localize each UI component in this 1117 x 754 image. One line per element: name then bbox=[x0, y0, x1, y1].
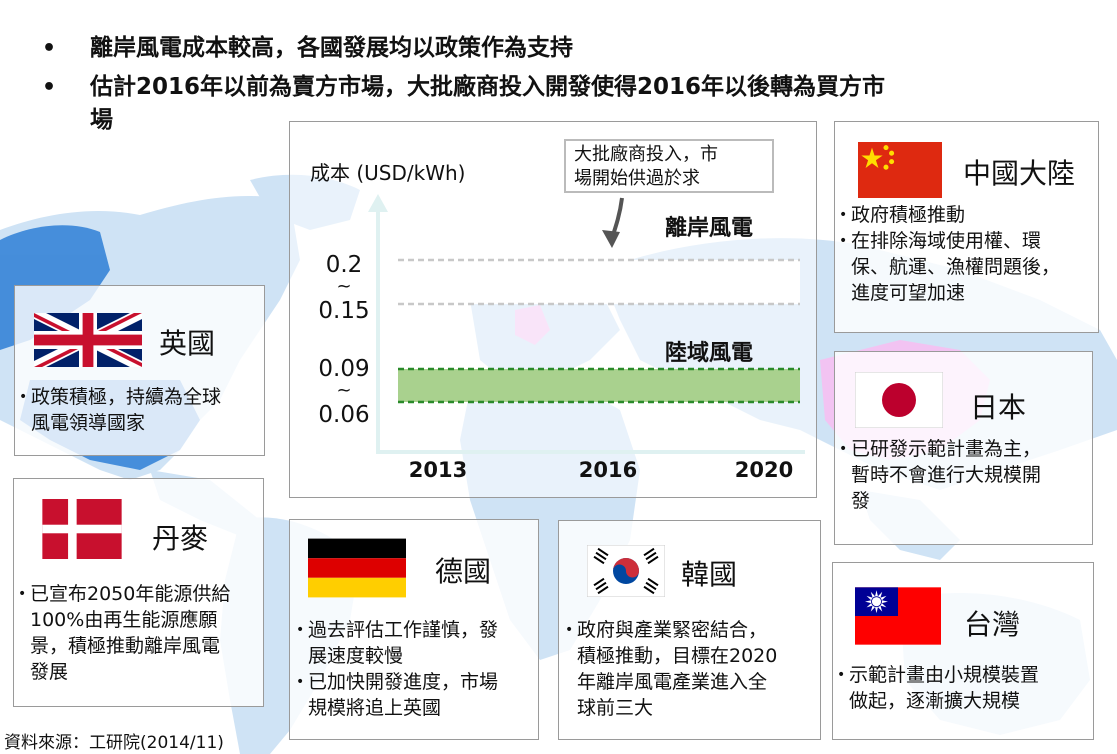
note-line: 發展 bbox=[30, 661, 69, 683]
annotation-arrow-head-icon bbox=[602, 230, 620, 248]
y-tick-tilde: ~ bbox=[336, 380, 351, 401]
x-tick-label: 2016 bbox=[579, 458, 637, 482]
annotation-line: 場開始供過於求 bbox=[574, 168, 700, 189]
country-notes: 示範計畫由小規模裝置 做起，逐漸擴大規模 bbox=[837, 662, 1039, 714]
country-name: 英國 bbox=[159, 327, 216, 360]
cost-chart: 成本 (USD/kWh)離岸風電陸域風電0.2~0.150.09~0.06201… bbox=[310, 161, 805, 482]
source-note: 資料來源：工研院(2014/11) bbox=[4, 733, 224, 753]
japan-flag-icon bbox=[855, 372, 943, 428]
note-item: 在排除海域使用權、環 保、航運、漁權問題後， 進度可望加速 bbox=[839, 228, 1060, 306]
summary-bullets: • 離岸風電成本較高，各國發展均以政策作為支持 • 估計2016年以前為賣方市場… bbox=[40, 32, 1080, 143]
country-notes: 政策積極，持續為全球 風電領導國家 bbox=[19, 384, 221, 436]
uk-flag-icon bbox=[34, 313, 142, 367]
country-card-japan: 日本 已研發示範計畫為主， 暫時不會進行大規模開 發 bbox=[834, 351, 1093, 545]
note-item: 政府積極推動 bbox=[839, 202, 1060, 228]
note-line: 進度可望加速 bbox=[851, 282, 966, 304]
note-line: 做起，逐漸擴大規模 bbox=[849, 690, 1021, 712]
note-line: 100%由再生能源應願 bbox=[30, 609, 218, 631]
bullet-item: • 估計2016年以前為賣方市場，大批廠商投入開發使得2016年以後轉為買方市 … bbox=[40, 71, 1080, 137]
note-line: 年離岸風電產業進入全 bbox=[577, 671, 768, 693]
y-axis-arrow-icon bbox=[368, 194, 388, 212]
note-line: 展速度較慢 bbox=[308, 645, 404, 667]
note-item: 已研發示範計畫為主， 暫時不會進行大規模開 發 bbox=[839, 436, 1041, 514]
x-tick-label: 2013 bbox=[409, 458, 467, 482]
china-flag-icon bbox=[858, 142, 942, 198]
y-tick-label: 0.2 bbox=[326, 252, 363, 278]
taiwan-flag-icon bbox=[855, 587, 941, 645]
series-label-offshore: 離岸風電 bbox=[665, 215, 753, 241]
country-notes: 政府與產業緊密結合， 積極推動，目標在2020 年離岸風電產業進入全 球前三大 bbox=[565, 617, 777, 721]
note-item: 已加快開發進度，市場 規模將追上英國 bbox=[296, 669, 498, 721]
y-tick-tilde: ~ bbox=[336, 276, 351, 297]
cost-chart-panel: 成本 (USD/kWh) 離岸風電 陸域風電 0.2 ~0.15 0.09 ~0.06 201… bbox=[289, 121, 817, 498]
note-item: 已宣布2050年能源供給 100%由再生能源應願 景，積極推動離岸風電 發展 bbox=[18, 581, 230, 685]
country-name: 丹麥 bbox=[152, 522, 209, 555]
y-tick-label: 0.09 bbox=[318, 356, 369, 382]
note-line: 過去評估工作謹慎，發 bbox=[308, 619, 499, 641]
note-item: 示範計畫由小規模裝置 做起，逐漸擴大規模 bbox=[837, 662, 1039, 714]
bullet-text: 離岸風電成本較高，各國發展均以政策作為支持 bbox=[90, 35, 573, 61]
note-line: 示範計畫由小規模裝置 bbox=[849, 664, 1040, 686]
note-line: 景，積極推動離岸風電 bbox=[30, 635, 221, 657]
bullet-dot-icon: • bbox=[42, 36, 57, 61]
country-card-uk: 英國 政策積極，持續為全球 風電領導國家 bbox=[14, 285, 265, 456]
note-line: 保、航運、漁權問題後， bbox=[851, 256, 1061, 278]
country-notes: 已宣布2050年能源供給 100%由再生能源應願 景，積極推動離岸風電 發展 bbox=[18, 581, 230, 685]
note-line: 政策積極，持續為全球 bbox=[31, 386, 222, 408]
denmark-flag-icon bbox=[42, 499, 122, 559]
series-band-onshore bbox=[398, 369, 800, 402]
note-line: 風電領導國家 bbox=[31, 412, 146, 434]
note-line: 發 bbox=[851, 490, 871, 512]
note-line: 已宣布2050年能源供給 bbox=[30, 583, 231, 605]
bullet-dot-icon: • bbox=[42, 75, 57, 100]
country-card-denmark: 丹麥 已宣布2050年能源供給 100%由再生能源應願 景，積極推動離岸風電 發… bbox=[13, 478, 264, 707]
note-line: 已加快開發進度，市場 bbox=[308, 671, 499, 693]
country-notes: 過去評估工作謹慎，發 展速度較慢 已加快開發進度，市場 規模將追上英國 bbox=[296, 617, 498, 721]
country-name: 韓國 bbox=[681, 558, 738, 591]
note-line: 政府積極推動 bbox=[851, 204, 966, 226]
country-notes: 政府積極推動 在排除海域使用權、環 保、航運、漁權問題後， 進度可望加速 bbox=[839, 202, 1060, 306]
y-axis-label: 成本 (USD/kWh) bbox=[310, 161, 465, 185]
germany-flag-icon bbox=[308, 538, 406, 598]
note-item: 政策積極，持續為全球 風電領導國家 bbox=[19, 384, 221, 436]
country-card-germany: 德國 過去評估工作謹慎，發 展速度較慢 已加快開發進度，市場 規模將追上英國 bbox=[289, 519, 539, 740]
series-band-offshore bbox=[398, 260, 800, 304]
bullet-text-line: 場 bbox=[90, 107, 113, 133]
annotation-line: 大批廠商投入，市 bbox=[574, 144, 718, 165]
bullet-text-line: 估計2016年以前為賣方市場，大批廠商投入開發使得2016年以後轉為買方市 bbox=[90, 74, 886, 100]
note-line: 政府與產業緊密結合， bbox=[577, 619, 768, 641]
country-name: 日本 bbox=[970, 391, 1027, 424]
y-tick-label: 0.06 bbox=[318, 402, 369, 428]
note-line: 球前三大 bbox=[577, 697, 654, 719]
korea-flag-icon bbox=[587, 545, 665, 597]
country-name: 德國 bbox=[435, 555, 492, 588]
note-line: 在排除海域使用權、環 bbox=[851, 230, 1042, 252]
note-line: 規模將追上英國 bbox=[308, 697, 442, 719]
note-item: 政府與產業緊密結合， 積極推動，目標在2020 年離岸風電產業進入全 球前三大 bbox=[565, 617, 777, 721]
country-card-korea: 韓國 政府與產業緊密結合， 積極推動，目標在2020 年離岸風電產業進入全 球前… bbox=[558, 520, 821, 740]
bullet-item: • 離岸風電成本較高，各國發展均以政策作為支持 bbox=[40, 32, 1080, 65]
country-name: 中國大陸 bbox=[963, 157, 1076, 190]
note-line: 暫時不會進行大規模開 bbox=[851, 464, 1042, 486]
note-line: 積極推動，目標在2020 bbox=[577, 645, 778, 667]
country-notes: 已研發示範計畫為主， 暫時不會進行大規模開 發 bbox=[839, 436, 1041, 514]
country-card-china: 中國大陸 政府積極推動 在排除海域使用權、環 保、航運、漁權問題後， 進度可望加… bbox=[834, 121, 1099, 333]
country-name: 台灣 bbox=[964, 608, 1021, 641]
series-label-onshore: 陸域風電 bbox=[665, 340, 753, 366]
note-item: 過去評估工作謹慎，發 展速度較慢 bbox=[296, 617, 498, 669]
chart-annotation-box: 大批廠商投入，市 場開始供過於求 bbox=[564, 139, 774, 193]
x-tick-label: 2020 bbox=[735, 458, 793, 482]
y-tick-label: 0.15 bbox=[318, 298, 369, 324]
country-card-taiwan: 台灣 示範計畫由小規模裝置 做起，逐漸擴大規模 bbox=[832, 562, 1094, 740]
note-line: 已研發示範計畫為主， bbox=[851, 438, 1042, 460]
